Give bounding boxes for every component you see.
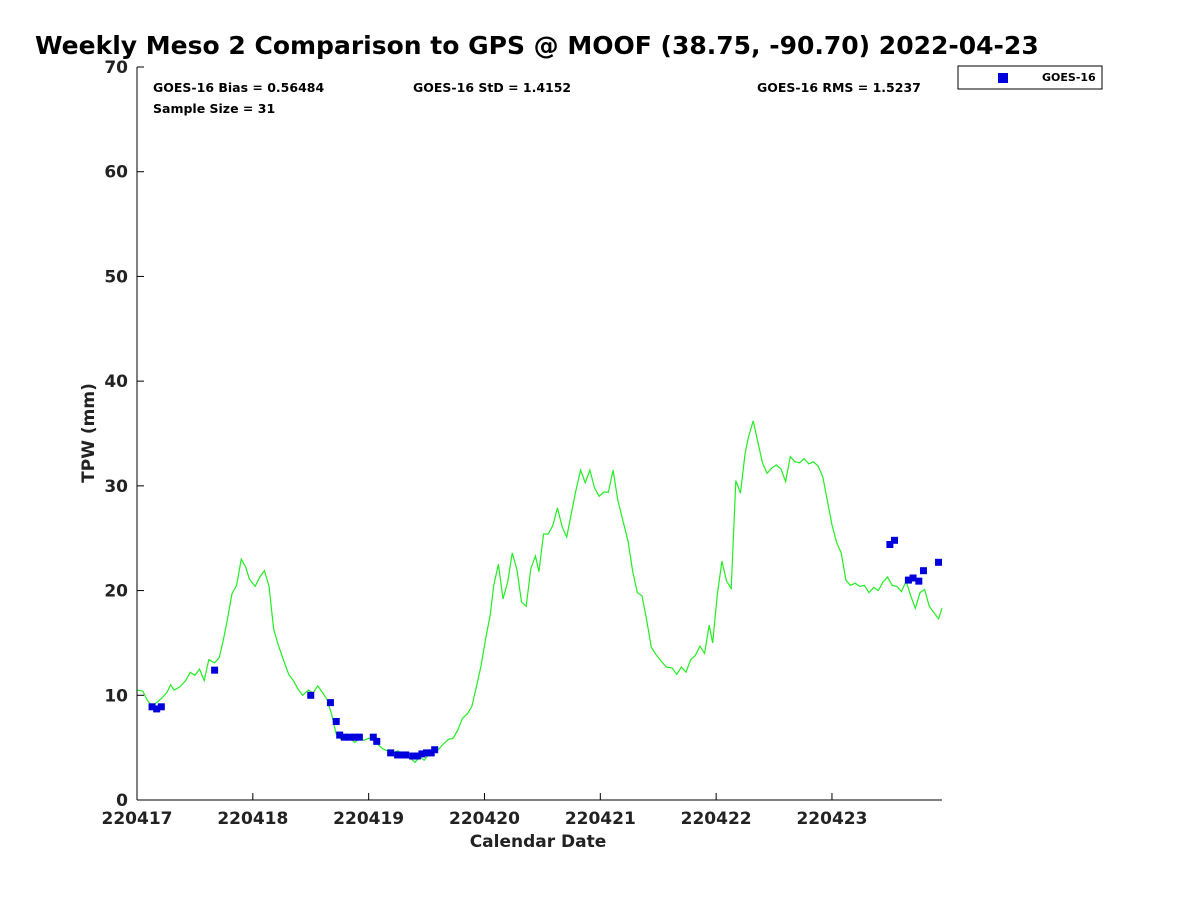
goes16-point xyxy=(919,567,927,575)
y-tick-label: 0 xyxy=(116,791,128,811)
goes16-point xyxy=(346,733,354,741)
x-tick-label: 220419 xyxy=(333,809,404,829)
y-axis-ticks: 0 10 20 30 40 50 60 70 xyxy=(104,58,144,811)
goes16-point xyxy=(148,703,156,711)
stat-sample-size: Sample Size = 31 xyxy=(153,101,275,116)
goes16-point xyxy=(369,733,377,741)
goes16-point xyxy=(211,666,219,674)
data-layer xyxy=(136,420,943,764)
goes16-point xyxy=(935,558,943,566)
goes16-point xyxy=(157,703,165,711)
goes16-point xyxy=(373,737,381,745)
goes16-point xyxy=(431,746,439,754)
goes16-point xyxy=(891,536,899,544)
goes16-point xyxy=(402,751,410,759)
x-tick-label: 220420 xyxy=(449,809,520,829)
y-tick-label: 50 xyxy=(104,267,128,287)
gps-tpw-line xyxy=(136,420,943,764)
goes16-point xyxy=(394,751,402,759)
x-tick-label: 220423 xyxy=(796,809,867,829)
plot-area: 0 10 20 30 40 50 60 70 220417 220418 220419 220420… xyxy=(102,58,943,829)
y-tick-label: 40 xyxy=(104,372,128,392)
legend-box xyxy=(957,65,1103,90)
legend-marker-goes16 xyxy=(998,73,1008,83)
stat-bias: GOES-16 Bias = 0.56484 xyxy=(153,80,324,95)
x-tick-label: 220421 xyxy=(565,809,636,829)
goes16-point xyxy=(409,752,417,760)
x-axis-ticks: 220417 220418 220419 220420 220421 220422 2204… xyxy=(102,793,867,829)
goes16-point xyxy=(340,733,348,741)
y-tick-label: 30 xyxy=(104,477,128,497)
goes16-point xyxy=(909,574,917,582)
y-tick-label: 20 xyxy=(104,582,128,602)
stat-rms: GOES-16 RMS = 1.5237 xyxy=(757,80,921,95)
x-tick-label: 220418 xyxy=(217,809,288,829)
y-tick-label: 10 xyxy=(104,686,128,706)
goes16-point xyxy=(153,705,161,713)
goes16-point xyxy=(307,691,315,699)
chart-title: Weekly Meso 2 Comparison to GPS @ MOOF (… xyxy=(35,31,1039,60)
x-tick-label: 220422 xyxy=(681,809,752,829)
goes16-point xyxy=(915,577,923,585)
goes16-point xyxy=(326,699,334,707)
goes16-point xyxy=(886,541,894,548)
legend: GOES-16 xyxy=(957,65,1103,90)
goes16-point xyxy=(351,733,359,741)
goes16-point xyxy=(332,717,340,725)
y-tick-label: 60 xyxy=(104,163,128,183)
goes16-point xyxy=(418,750,426,758)
x-tick-label: 220417 xyxy=(102,809,173,829)
goes16-point xyxy=(423,749,431,757)
goes16-point xyxy=(387,749,395,757)
y-tick-label: 70 xyxy=(104,58,128,78)
goes16-point xyxy=(904,576,912,584)
goes16-point xyxy=(336,731,344,739)
x-axis-label: Calendar Date xyxy=(470,832,607,852)
y-axis-label: TPW (mm) xyxy=(79,383,99,483)
legend-label-goes16: GOES-16 xyxy=(1042,71,1096,84)
stat-std: GOES-16 StD = 1.4152 xyxy=(413,80,571,95)
goes16-point xyxy=(413,752,421,760)
goes16-point xyxy=(355,733,363,741)
